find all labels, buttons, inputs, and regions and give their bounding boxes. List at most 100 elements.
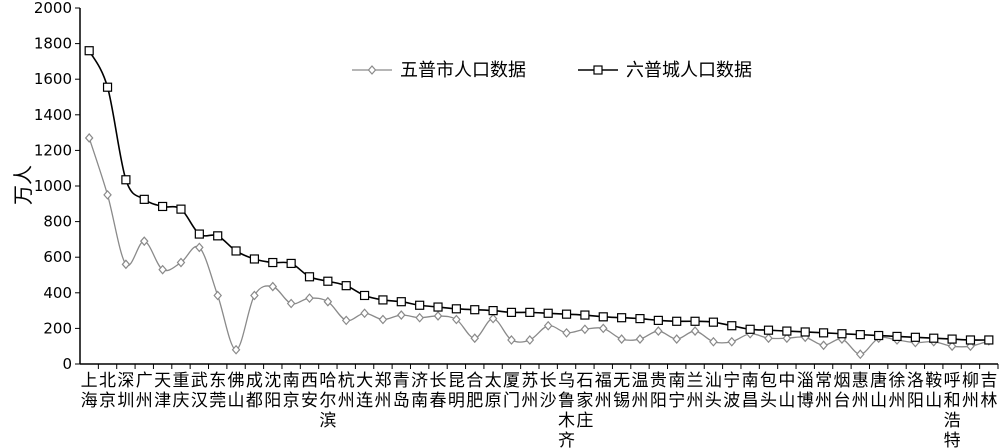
x-category-label: 昆明: [448, 371, 465, 411]
x-category-label: 杭州: [338, 371, 355, 411]
x-category-label: 青岛: [393, 371, 410, 411]
y-tick-label: 1600: [34, 70, 72, 88]
x-category-label: 吉林: [980, 371, 997, 411]
data-point-square: [84, 46, 94, 56]
data-point-square: [635, 314, 645, 324]
data-point-square: [543, 308, 553, 318]
y-axis-ticks: 0 200 400 600 800 1000 1200 1400 1600 1800 2000: [34, 0, 80, 373]
data-point-square: [304, 272, 315, 282]
data-point-square: [727, 321, 737, 331]
data-point-square: [323, 276, 333, 286]
data-point-diamond: [158, 264, 167, 275]
x-category-label: 太原: [485, 371, 502, 411]
data-point-diamond: [470, 333, 480, 344]
data-point-diamond: [856, 349, 865, 360]
data-point-diamond: [176, 257, 186, 268]
x-category-label: 重庆: [172, 371, 189, 411]
data-point-square: [984, 335, 994, 345]
series-line-1: [88, 50, 989, 341]
data-point-diamond: [139, 236, 149, 247]
x-category-label: 中山: [778, 371, 795, 411]
x-axis-categories: 上海北京深圳广州天津重庆武汉东莞佛山成都沈阳南京西安哈尔滨杭州大连郑州青岛济南长…: [81, 364, 999, 448]
data-point-diamond: [580, 324, 590, 335]
data-point-diamond: [782, 333, 792, 344]
data-point-square: [965, 335, 976, 345]
y-tick-label: 1400: [34, 106, 72, 124]
y-tick-label: 1800: [34, 35, 72, 53]
x-category-label: 贵阳: [650, 371, 667, 411]
data-point-diamond: [103, 189, 112, 200]
x-category-label: 西安: [301, 371, 318, 411]
data-point-square: [249, 254, 260, 264]
data-point-square: [378, 295, 388, 305]
data-point-diamond: [672, 334, 681, 344]
x-category-label: 福州: [595, 371, 612, 411]
y-axis-label: 万人: [11, 165, 35, 205]
data-point-square: [415, 300, 425, 310]
x-category-label: 上海: [81, 371, 98, 411]
data-point-square: [690, 316, 700, 326]
data-point-diamond: [360, 308, 369, 319]
data-point-diamond: [507, 335, 516, 345]
data-point-square: [947, 334, 957, 344]
data-point-diamond: [709, 336, 718, 347]
data-point-diamond: [231, 344, 241, 355]
data-point-square: [451, 304, 461, 314]
data-point-square: [488, 306, 498, 316]
data-point-diamond: [213, 290, 222, 301]
x-category-label: 洛阳: [907, 371, 924, 411]
x-category-label: 沈阳: [264, 371, 281, 411]
data-point-diamond: [598, 323, 608, 334]
data-point-square: [525, 307, 535, 317]
data-point-square: [708, 317, 719, 327]
data-point-square: [672, 316, 682, 326]
data-point-diamond: [452, 314, 461, 325]
data-point-diamond: [488, 313, 498, 324]
data-point-square: [286, 258, 296, 269]
x-category-label: 南宁: [668, 371, 685, 411]
data-point-diamond: [286, 298, 296, 309]
data-point-diamond: [121, 259, 131, 270]
chart-series: [84, 46, 994, 360]
x-category-label: 惠州: [852, 371, 869, 411]
data-point-square: [139, 194, 149, 204]
data-point-diamond: [268, 281, 278, 292]
data-point-square: [617, 313, 627, 323]
data-point-square: [818, 328, 829, 338]
legend-marker-square: [593, 65, 603, 75]
x-category-label: 北京: [99, 371, 116, 411]
data-point-diamond: [341, 315, 351, 326]
x-category-label: 常州: [815, 371, 832, 411]
x-category-label: 徐州: [889, 371, 906, 411]
data-point-diamond: [525, 335, 535, 345]
x-category-label: 武汉: [191, 371, 208, 411]
x-category-label: 天津: [154, 371, 171, 411]
y-tick-label: 200: [43, 319, 72, 337]
y-tick-label: 1000: [34, 177, 72, 195]
data-point-diamond: [84, 133, 94, 143]
data-point-square: [653, 315, 663, 325]
data-point-square: [158, 201, 168, 212]
data-point-diamond: [543, 320, 553, 331]
data-point-square: [745, 324, 755, 334]
x-category-label: 呼和浩特: [944, 371, 961, 448]
data-point-square: [176, 204, 186, 214]
y-tick-label: 0: [62, 355, 72, 373]
y-tick-label: 400: [43, 284, 72, 302]
y-tick-label: 1200: [34, 141, 72, 159]
x-category-label: 乌鲁木齐: [558, 371, 575, 448]
data-point-square: [506, 307, 517, 317]
data-point-square: [800, 327, 810, 337]
data-point-square: [580, 310, 590, 320]
data-point-square: [782, 326, 792, 336]
x-category-label: 柳州: [962, 371, 979, 411]
x-category-label: 鞍山: [925, 371, 942, 411]
legend-label-1: 六普城人口数据: [626, 60, 752, 81]
x-category-label: 无锡: [613, 371, 630, 411]
x-category-label: 东莞: [209, 371, 226, 411]
data-point-diamond: [305, 293, 314, 304]
chart-axes: [79, 8, 998, 365]
data-point-square: [102, 82, 113, 92]
x-category-label: 济南: [411, 371, 428, 411]
